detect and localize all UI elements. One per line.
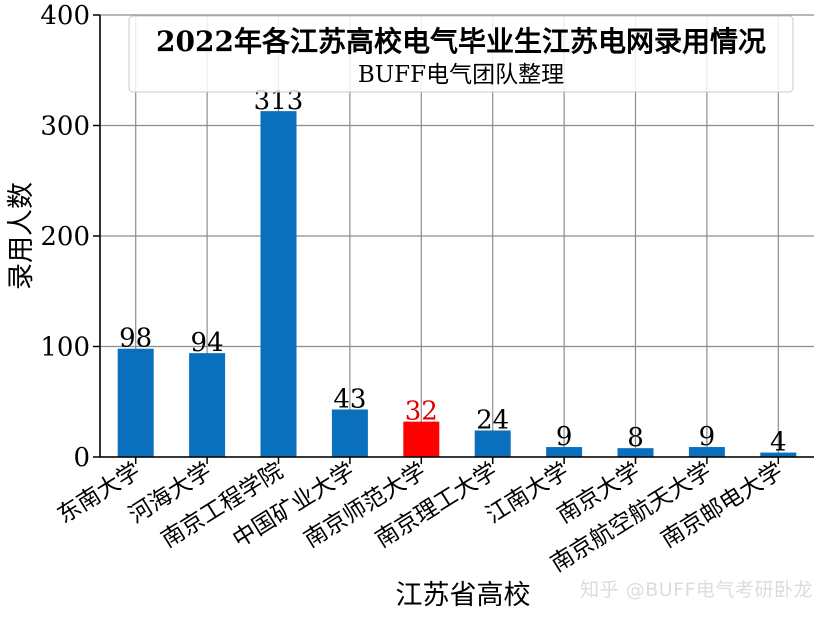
bar-2 (260, 111, 297, 457)
value-label-1: 94 (191, 328, 224, 358)
chart-title: 2022年各江苏高校电气毕业生江苏电网录用情况 (156, 25, 766, 58)
title-box: 2022年各江苏高校电气毕业生江苏电网录用情况 BUFF电气团队整理 (128, 15, 794, 93)
y-axis-label: 录用人数 (6, 182, 37, 290)
x-axis-label: 江苏省高校 (396, 580, 531, 611)
bar-3 (331, 409, 368, 457)
bar-1 (189, 353, 226, 457)
bar-5 (474, 430, 511, 457)
value-label-0: 98 (119, 324, 152, 354)
bar-9 (760, 452, 797, 457)
bar-layer (117, 111, 797, 457)
value-label-3: 43 (333, 384, 366, 414)
value-label-9: 4 (770, 428, 787, 458)
bar-7 (617, 448, 654, 457)
value-label-6: 9 (556, 422, 573, 452)
bar-6 (546, 447, 583, 457)
y-tick-label-3: 300 (40, 112, 90, 142)
value-label-4: 32 (405, 397, 438, 427)
bar-8 (688, 447, 725, 457)
value-label-7: 8 (627, 423, 644, 453)
y-tick-label-0: 0 (73, 443, 90, 473)
bar-0 (117, 348, 154, 457)
value-label-5: 24 (476, 405, 509, 435)
value-label-8: 9 (699, 422, 716, 452)
y-tick-label-2: 200 (40, 222, 90, 252)
watermark: 知乎 @BUFF电气考研卧龙 (580, 579, 813, 601)
bar-4 (403, 421, 440, 457)
x-tick-label-9: 南京邮电大学 (657, 458, 788, 553)
chart-subtitle: BUFF电气团队整理 (358, 62, 564, 88)
y-tick-label-4: 400 (40, 1, 90, 31)
y-tick-label-1: 100 (40, 333, 90, 363)
